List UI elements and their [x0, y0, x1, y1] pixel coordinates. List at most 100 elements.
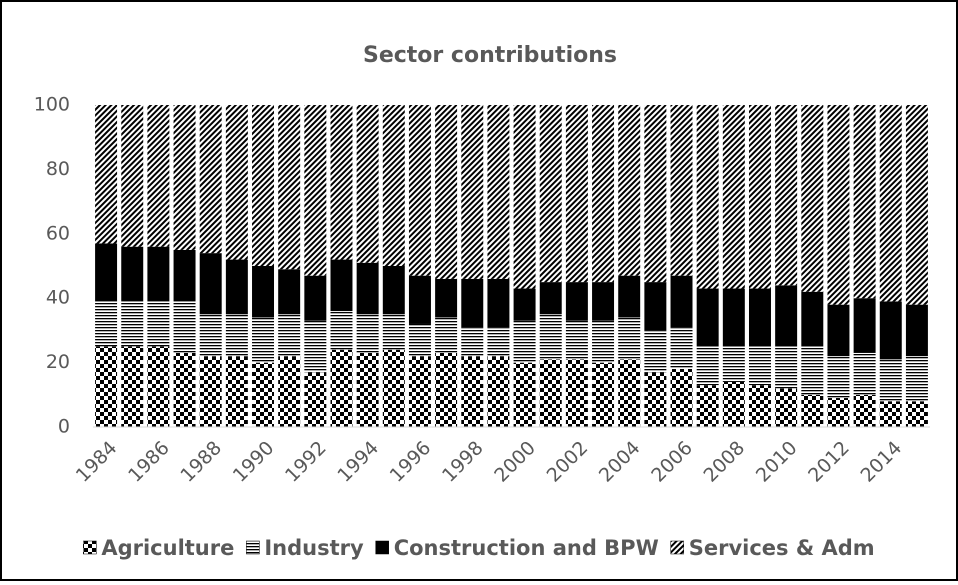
bar-segment	[801, 291, 824, 347]
bar-segment	[487, 105, 510, 279]
bar-segment	[827, 398, 850, 427]
y-tick-label: 80	[46, 158, 70, 180]
bar-segment	[225, 314, 248, 357]
bar-segment	[330, 349, 353, 427]
bar-segment	[461, 105, 484, 279]
bar-segment	[252, 317, 275, 363]
legend-label: Construction and BPW	[394, 536, 659, 560]
bar-segment	[827, 356, 850, 399]
bar-segment	[853, 394, 876, 427]
bar-segment	[278, 356, 301, 427]
bar-segment	[435, 278, 458, 318]
bar-segment	[748, 105, 771, 289]
bar-segment	[278, 314, 301, 357]
bar-segment	[539, 359, 562, 427]
bar-segment	[879, 359, 902, 402]
bar-segment	[565, 359, 588, 427]
bar-segment	[644, 372, 667, 427]
bar-segment	[121, 246, 144, 302]
bar-segment	[618, 317, 641, 360]
bar-segment	[618, 105, 641, 276]
bar-segment	[278, 105, 301, 270]
bar-segment	[252, 362, 275, 427]
bar-segment	[565, 320, 588, 360]
bar-segment	[618, 359, 641, 427]
bar-segment	[330, 105, 353, 260]
y-tick-label: 0	[58, 416, 70, 438]
legend-swatch	[670, 540, 685, 555]
bar-segment	[461, 278, 484, 328]
bar-segment	[748, 385, 771, 427]
bar-segment	[408, 105, 431, 276]
bar-segment	[827, 304, 850, 357]
bar-segment	[853, 105, 876, 299]
bar-segment	[696, 385, 719, 427]
bar-segment	[722, 346, 745, 382]
bar-segment	[278, 269, 301, 315]
legend-swatch	[375, 540, 389, 555]
bar-segment	[225, 105, 248, 260]
bar-segment	[147, 301, 170, 347]
bar-segment	[905, 304, 928, 357]
bar-segment	[592, 320, 615, 363]
bar-segment	[565, 105, 588, 283]
bar-segment	[121, 346, 144, 427]
bar-segment	[487, 278, 510, 328]
bar-segment	[592, 105, 615, 283]
bar-segment	[696, 346, 719, 386]
bar-segment	[722, 381, 745, 427]
bar-segment	[670, 275, 693, 328]
bar-segment	[121, 105, 144, 247]
bar-segment	[801, 346, 824, 395]
bar-segment	[539, 314, 562, 360]
bar-segment	[304, 275, 327, 321]
bar-segment	[539, 282, 562, 315]
bar-segment	[199, 253, 222, 315]
bar-segment	[487, 356, 510, 427]
bar-segment	[775, 105, 798, 286]
bar-segment	[121, 301, 144, 347]
bar-segment	[618, 275, 641, 318]
bar-segment	[435, 352, 458, 427]
bar-segment	[461, 327, 484, 357]
bar-segment	[644, 282, 667, 331]
bar-segment	[775, 388, 798, 427]
bar-segment	[147, 246, 170, 302]
bar-segment	[487, 327, 510, 357]
bar-segment	[304, 320, 327, 373]
bar-segment	[408, 356, 431, 427]
bar-segment	[670, 369, 693, 427]
bar-segment	[147, 346, 170, 427]
bar-segment	[356, 262, 379, 315]
bar-segment	[853, 352, 876, 395]
bar-segment	[382, 105, 405, 266]
legend-swatch	[246, 540, 260, 555]
bar-segment	[670, 105, 693, 276]
chart-title: Sector contributions	[363, 43, 617, 68]
bar-segment	[95, 105, 118, 244]
bar-segment	[801, 105, 824, 292]
bar-segment	[382, 349, 405, 427]
bar-segment	[435, 105, 458, 279]
bar-segment	[722, 105, 745, 289]
bar-segment	[539, 105, 562, 283]
bar-segment	[95, 243, 118, 302]
bar-segment	[225, 356, 248, 427]
bar-segment	[775, 285, 798, 347]
bar-segment	[905, 401, 928, 427]
y-tick-label: 60	[46, 222, 70, 244]
bar-segment	[408, 275, 431, 324]
bar-segment	[304, 372, 327, 427]
bar-segment	[461, 356, 484, 427]
bar-segment	[382, 314, 405, 350]
bar-segment	[696, 288, 719, 347]
bar-segment	[905, 105, 928, 305]
y-tick-label: 20	[46, 351, 70, 373]
legend-label: Agriculture	[101, 536, 234, 560]
bar-segment	[748, 346, 771, 386]
bar-segment	[225, 259, 248, 315]
bar-segment	[199, 314, 222, 357]
bar-segment	[513, 320, 536, 363]
bar-segment	[173, 352, 196, 427]
